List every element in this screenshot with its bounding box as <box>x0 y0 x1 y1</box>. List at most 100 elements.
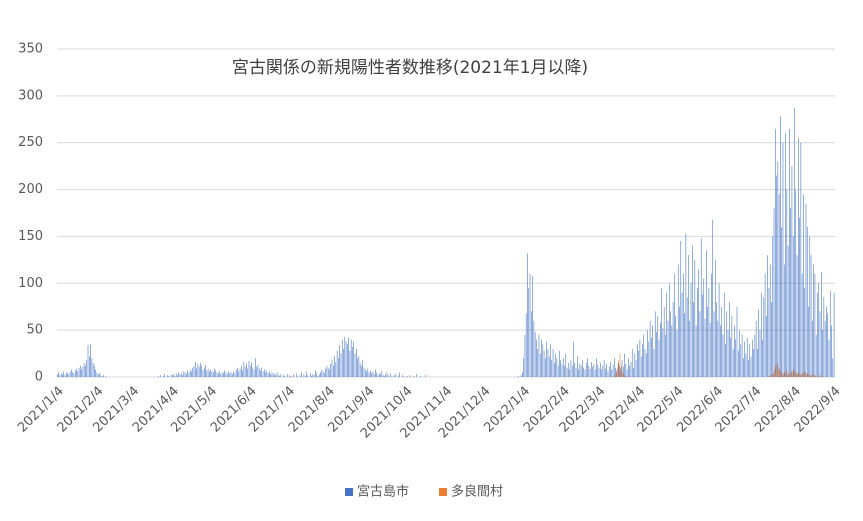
bar <box>702 294 703 377</box>
bar <box>205 364 206 377</box>
bar <box>95 369 96 377</box>
bar <box>257 364 259 377</box>
bar <box>718 283 720 377</box>
bar <box>536 339 537 377</box>
bar <box>532 275 533 377</box>
bar <box>424 375 426 377</box>
bar <box>523 358 524 377</box>
bar <box>794 108 795 377</box>
bar <box>758 309 759 377</box>
bar <box>353 341 355 377</box>
bar <box>559 350 560 377</box>
bar <box>239 368 241 377</box>
bar <box>744 341 745 377</box>
bar <box>261 367 263 377</box>
bar <box>274 375 275 377</box>
bar <box>193 365 195 377</box>
bar <box>175 373 177 377</box>
bar <box>642 344 643 377</box>
bar <box>197 363 199 377</box>
bar <box>550 344 551 377</box>
bar <box>371 373 372 377</box>
bar <box>810 376 811 377</box>
bar <box>256 366 257 377</box>
bar <box>803 194 804 377</box>
bar <box>821 376 823 377</box>
bar <box>241 365 242 377</box>
bar <box>571 365 573 377</box>
bar <box>577 356 578 377</box>
bar <box>746 337 748 377</box>
bar <box>582 360 583 377</box>
bar <box>780 371 782 377</box>
bar <box>339 345 340 377</box>
bar <box>597 364 599 377</box>
bar <box>817 292 818 377</box>
bar <box>686 297 688 377</box>
bar <box>92 362 94 377</box>
bar <box>562 358 564 377</box>
bar <box>716 302 717 377</box>
bar <box>815 376 816 377</box>
bar <box>789 128 790 377</box>
bar <box>798 372 800 377</box>
bar <box>78 367 80 377</box>
bar <box>737 350 739 377</box>
bar <box>674 273 675 377</box>
bar <box>826 306 827 377</box>
bar <box>235 369 237 377</box>
bar <box>812 320 813 377</box>
bar <box>304 376 306 377</box>
bar <box>321 369 323 377</box>
bar <box>711 273 712 377</box>
bar <box>327 367 329 377</box>
bar <box>271 372 273 377</box>
bar <box>310 373 311 377</box>
bar <box>224 370 225 377</box>
bar <box>824 320 826 377</box>
bar <box>251 362 252 377</box>
bar <box>683 273 684 377</box>
bar <box>211 371 213 377</box>
y-tick-label: 300 <box>18 88 43 103</box>
bar <box>612 364 614 377</box>
bar <box>67 373 68 377</box>
bar <box>105 376 107 377</box>
bar <box>377 375 379 377</box>
bar <box>89 356 90 377</box>
bar <box>573 341 574 377</box>
bar <box>676 330 678 377</box>
bar <box>606 363 607 377</box>
bar <box>94 365 95 377</box>
bar <box>295 373 297 377</box>
bar <box>805 203 807 377</box>
bar <box>416 374 417 377</box>
bar <box>745 353 747 377</box>
bar <box>386 372 388 377</box>
bar <box>307 375 309 377</box>
bar <box>754 334 756 377</box>
bar <box>796 373 797 377</box>
bar <box>790 371 792 377</box>
bar <box>617 362 619 377</box>
bar <box>395 374 397 377</box>
bar <box>598 367 600 377</box>
bar <box>773 208 775 377</box>
bar <box>785 133 786 377</box>
bar <box>623 374 625 377</box>
bar <box>57 374 58 377</box>
bar <box>184 372 186 377</box>
bar <box>782 142 784 377</box>
bar <box>653 348 655 377</box>
bar <box>524 334 526 377</box>
bar <box>547 348 549 377</box>
bar <box>318 374 320 377</box>
bar <box>811 375 812 377</box>
bar <box>831 325 832 377</box>
bar <box>551 360 553 377</box>
bar <box>174 376 176 377</box>
bar <box>394 375 395 377</box>
bar <box>237 367 238 377</box>
bar <box>768 287 770 377</box>
bar <box>813 264 814 377</box>
